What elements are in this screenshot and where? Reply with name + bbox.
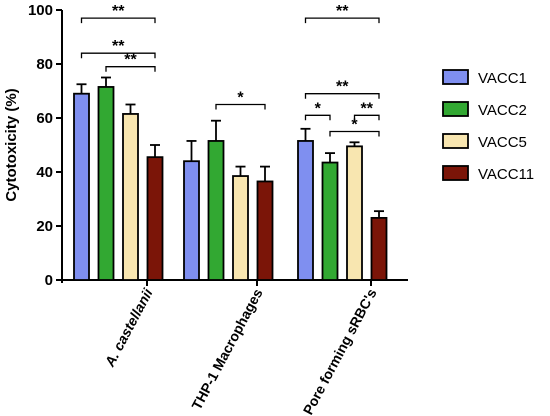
significance-bracket — [80, 52, 156, 59]
y-tick-label: 100 — [28, 2, 53, 19]
bar — [146, 156, 164, 281]
y-tick-label: 80 — [36, 56, 53, 73]
significance-bracket — [105, 66, 156, 72]
legend-swatch — [442, 165, 469, 181]
bars — [73, 76, 388, 281]
significance-label: ** — [336, 3, 349, 20]
legend-swatch — [442, 101, 469, 117]
bar — [297, 140, 314, 281]
y-tick-label: 0 — [45, 272, 53, 289]
legend-label: VACC11 — [478, 166, 534, 183]
significance-bracket — [329, 130, 380, 137]
legend-swatch — [442, 133, 469, 149]
bar — [256, 180, 274, 281]
significance-label: ** — [336, 79, 349, 96]
bar — [321, 161, 339, 281]
significance-brackets: ************ *** — [80, 3, 380, 137]
bar — [183, 160, 200, 281]
significance-label: * — [351, 117, 358, 134]
legend: VACC1 VACC2 VACC5 VACC11 — [442, 69, 534, 183]
x-tick-label: Pore forming sRBC's — [300, 286, 380, 416]
legend-swatch — [442, 69, 469, 85]
bar — [346, 145, 363, 281]
significance-bracket — [80, 17, 156, 24]
significance-bracket — [215, 103, 266, 110]
significance-bracket — [353, 114, 380, 121]
significance-label: ** — [112, 3, 125, 20]
significance-bracket — [304, 114, 331, 121]
significance-label: * — [237, 90, 244, 107]
significance-bracket — [304, 17, 380, 24]
y-axis-label: Cytotoxicity (%) — [3, 88, 20, 201]
bar — [73, 92, 90, 281]
bar — [122, 113, 139, 281]
significance-label: ** — [124, 52, 137, 69]
y-tick-label: 40 — [36, 164, 53, 181]
significance-label: * — [315, 100, 322, 117]
y-tick-label: 20 — [36, 218, 53, 235]
bar — [232, 175, 249, 281]
legend-label: VACC1 — [478, 70, 527, 87]
significance-bracket — [304, 93, 380, 99]
x-tick-label: THP-1 Macrophages — [188, 286, 265, 413]
x-tick-label: A. castellanii — [101, 285, 156, 370]
y-tick-label: 60 — [36, 110, 53, 127]
significance-label: ** — [361, 100, 374, 117]
bar — [207, 140, 225, 281]
legend-label: VACC2 — [478, 102, 527, 119]
bar — [370, 216, 388, 281]
bar — [97, 86, 115, 281]
significance-label: ** — [112, 38, 125, 55]
legend-label: VACC5 — [478, 134, 527, 151]
